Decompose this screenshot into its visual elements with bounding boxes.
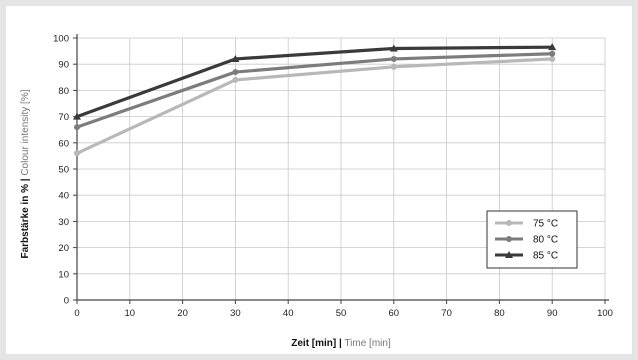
x-tick-label: 70 <box>441 308 452 319</box>
y-tick-labels: 0 10 20 30 40 50 60 70 80 90 100 <box>53 34 69 307</box>
data-point <box>232 69 239 76</box>
y-tick-label: 50 <box>58 165 69 176</box>
x-tick-label: 10 <box>125 308 136 319</box>
data-point <box>390 63 397 70</box>
legend-label: 75 °C <box>533 219 558 230</box>
y-tick-label: 0 <box>64 296 69 307</box>
data-point <box>390 55 397 62</box>
data-point <box>389 44 398 52</box>
y-tick-label: 100 <box>53 34 69 45</box>
y-axis-label-alt: Colour intensity [%] <box>20 89 31 178</box>
y-tick-label: 30 <box>58 217 69 228</box>
legend-swatch-marker <box>505 251 513 258</box>
x-tick-label: 100 <box>597 308 613 319</box>
x-tick-label: 60 <box>389 308 400 319</box>
x-tick-label: 20 <box>177 308 188 319</box>
legend-label: 85 °C <box>533 251 558 262</box>
data-point <box>548 43 557 51</box>
y-axis-label-main: Farbstärke in % | <box>20 178 31 258</box>
x-tick-label: 0 <box>74 308 79 319</box>
series-line <box>76 45 553 119</box>
data-point <box>74 150 80 157</box>
data-point <box>232 76 239 83</box>
data-point <box>549 50 556 57</box>
x-tick-label: 50 <box>336 308 347 319</box>
data-point <box>231 54 240 62</box>
data-point <box>549 55 556 62</box>
data-point <box>74 124 80 131</box>
y-tick-label: 20 <box>58 243 69 254</box>
data-point <box>73 112 81 120</box>
x-tick-labels: 0 10 20 30 40 50 60 70 80 90 100 <box>74 308 613 319</box>
series-line <box>76 57 553 155</box>
x-tick-label: 80 <box>494 308 505 319</box>
legend-label: 80 °C <box>533 235 558 246</box>
legend: 75 °C 80 °C 85 °C <box>486 210 578 269</box>
axes <box>73 34 609 304</box>
x-tick-label: 90 <box>547 308 558 319</box>
y-axis-label: Farbstärke in % | Colour intensity [%] <box>20 89 31 258</box>
series-2 <box>73 43 557 120</box>
x-tick-label: 40 <box>283 308 294 319</box>
x-axis-label: Zeit [min] | Time [min] <box>291 338 391 349</box>
y-tick-label: 40 <box>58 191 69 202</box>
line-chart: 0 10 20 30 40 50 60 70 80 90 100 0 10 20 30 40 50 60 70 80… <box>20 34 613 350</box>
y-tick-label: 10 <box>58 269 69 280</box>
series-0 <box>74 55 556 157</box>
series-1 <box>74 50 556 131</box>
legend-swatch-marker <box>506 220 512 226</box>
x-tick-label: 30 <box>230 308 241 319</box>
x-axis-label-alt: Time [min] <box>342 338 391 349</box>
y-tick-label: 60 <box>58 138 69 149</box>
y-tick-label: 80 <box>58 86 69 97</box>
series-line <box>76 52 553 129</box>
y-tick-label: 70 <box>58 112 69 123</box>
x-axis-label-main: Zeit [min] | <box>291 338 342 349</box>
legend-swatch-marker <box>506 236 512 242</box>
chart-frame: 0 10 20 30 40 50 60 70 80 90 100 0 10 20 30 40 50 60 70 80… <box>6 6 632 354</box>
series-group <box>73 43 557 157</box>
y-tick-label: 90 <box>58 60 69 71</box>
